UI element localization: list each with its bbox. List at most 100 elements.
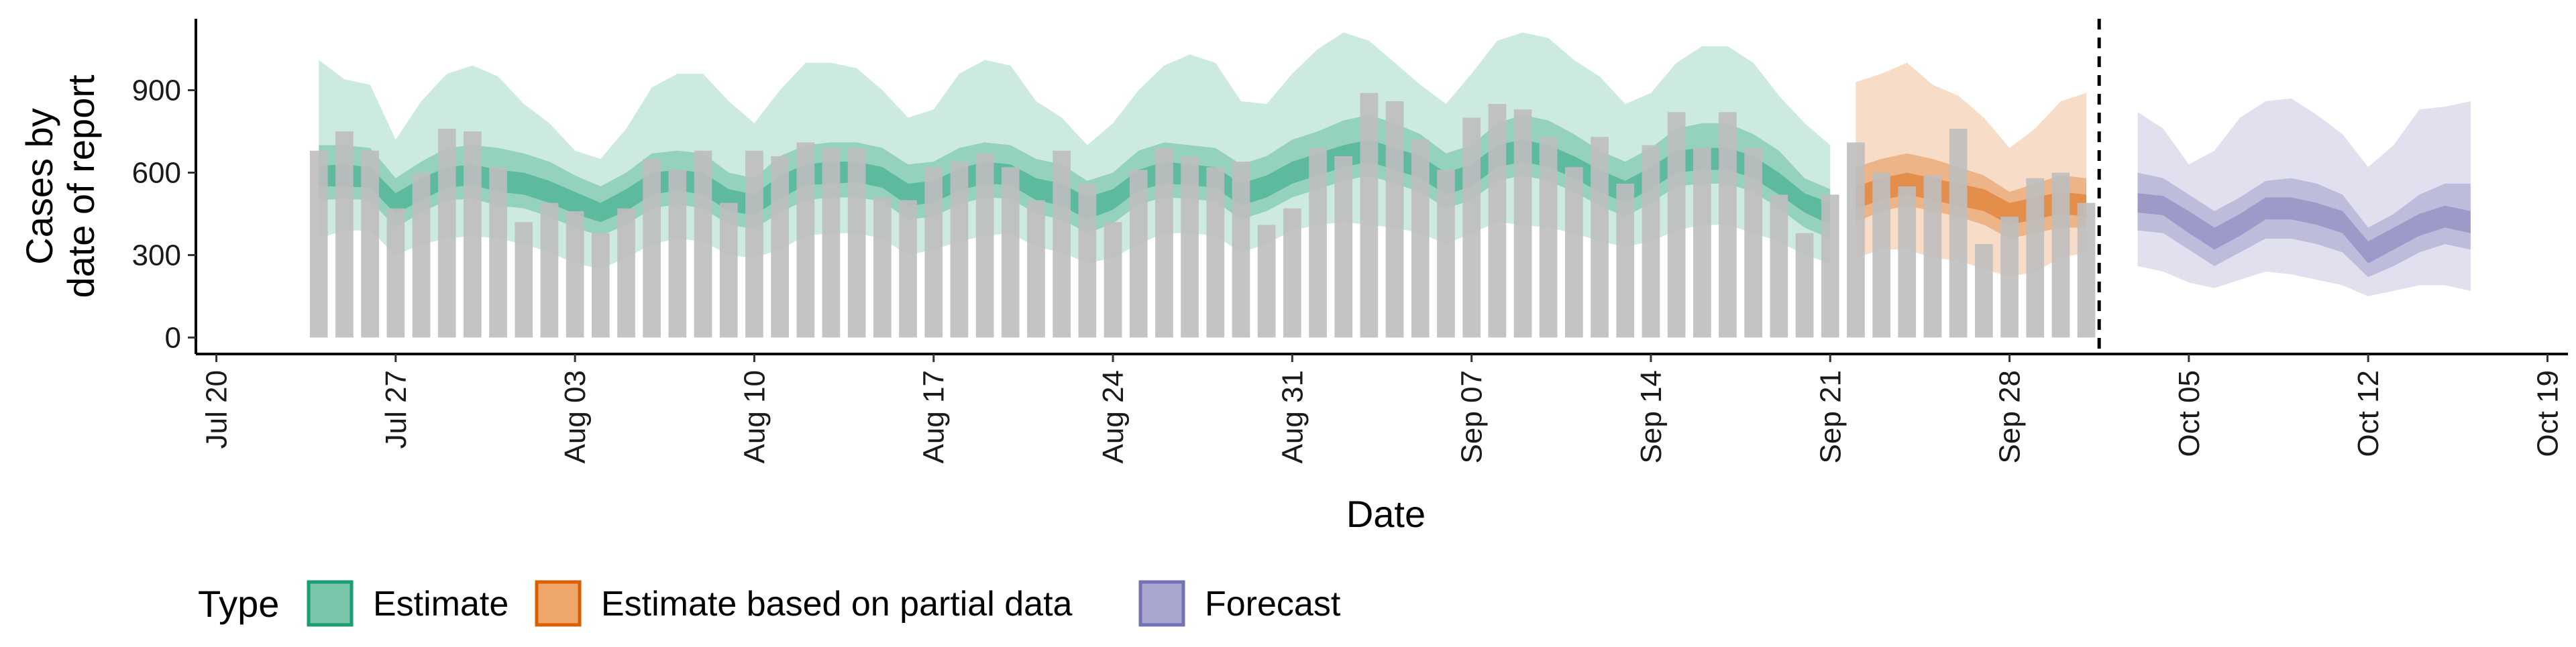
case-bar [1462, 117, 1481, 338]
legend-item-estimate-based-on-partial-data: Estimate based on partial data [535, 580, 1073, 627]
case-bar [1283, 208, 1301, 338]
case-bar [1539, 137, 1558, 338]
case-bar [975, 153, 994, 338]
legend: Type Estimate Estimate based on partial d… [198, 580, 1341, 627]
case-bar [1027, 200, 1045, 338]
case-bar [515, 222, 533, 338]
x-tick-label: Oct 19 [2532, 370, 2565, 457]
x-tick-label: Aug 17 [918, 370, 951, 463]
case-bar [1334, 156, 1353, 338]
case-bar [2000, 217, 2019, 338]
x-tick-label: Aug 03 [559, 370, 592, 463]
y-tick-label: 300 [132, 239, 181, 272]
case-bar [694, 150, 712, 338]
x-tick-label: Jul 20 [201, 370, 233, 449]
case-bar [1847, 142, 1865, 338]
axes [188, 19, 2568, 362]
case-bar [950, 162, 969, 338]
case-bar [924, 167, 943, 338]
case-bar [592, 233, 610, 338]
case-bar [1744, 148, 1762, 338]
bar-layer [309, 93, 2096, 338]
x-tick-label: Aug 10 [738, 370, 771, 463]
case-bar [1001, 167, 1020, 338]
y-tick-label: 900 [132, 74, 181, 107]
case-bar [1053, 150, 1071, 338]
case-bar [2051, 172, 2070, 338]
legend-key-forecast [1138, 580, 1185, 627]
case-bar [464, 131, 482, 338]
case-bar [1232, 162, 1250, 338]
y-axis-title-text: Cases bydate of report [18, 74, 102, 298]
x-tick-label: Aug 24 [1097, 370, 1130, 463]
case-bar [1129, 170, 1148, 338]
legend-key-estimate-based-on-partial-data [535, 580, 582, 627]
case-bar [1872, 172, 1890, 338]
x-tick-label: Oct 12 [2352, 370, 2385, 457]
case-bar [1385, 101, 1404, 338]
case-bar [1488, 104, 1507, 338]
case-bar [719, 202, 738, 338]
x-tick-label: Oct 05 [2173, 370, 2206, 457]
case-bar [386, 208, 405, 338]
legend-item-estimate: Estimate [307, 580, 508, 627]
case-bar [309, 150, 328, 338]
case-bar [1667, 112, 1686, 338]
case-bar [335, 131, 354, 338]
case-bar [1975, 244, 1993, 338]
case-bar [1104, 222, 1122, 338]
case-bar [643, 159, 661, 338]
case-bar [566, 211, 584, 338]
y-tick-label: 0 [165, 321, 181, 354]
case-bar [1898, 186, 1917, 338]
case-bar [489, 167, 507, 338]
case-bar [1616, 183, 1635, 338]
case-bar [899, 200, 917, 338]
case-bar [1155, 148, 1173, 338]
case-bar [796, 142, 815, 338]
forecast-ribbon-mid [2137, 172, 2471, 278]
case-bar [361, 150, 379, 338]
y-tick-labels: 0 300 600 900 [132, 74, 181, 355]
case-bar [1770, 194, 1788, 338]
case-bar [1693, 148, 1711, 338]
y-axis-title-line: date of report [60, 74, 102, 298]
case-bar [1309, 148, 1327, 338]
case-bar [1257, 225, 1276, 338]
case-bar [1411, 139, 1430, 338]
legend-items: Estimate Estimate based on partial data Fo… [307, 580, 1341, 627]
case-bar [617, 208, 635, 338]
x-tick-label: Sep 21 [1814, 370, 1847, 463]
case-bar [1591, 137, 1609, 338]
case-bar [1642, 145, 1660, 338]
case-bar [771, 156, 789, 338]
case-bar [1923, 175, 1942, 338]
case-bar [1437, 170, 1455, 338]
case-bar [1949, 128, 1968, 338]
case-bar [1181, 156, 1199, 338]
estimate-ribbon-inner [319, 139, 1831, 225]
legend-label: Forecast [1205, 585, 1341, 624]
y-axis-title-line: Cases by [18, 108, 60, 264]
legend-title: Type [198, 583, 279, 625]
case-bar [1821, 194, 1839, 338]
x-axis-title: Date [1346, 493, 1426, 535]
case-bar [847, 148, 866, 338]
x-tick-labels: Jul 20 Jul 27 Aug 03 Aug 10 Aug 17 Aug 24 Aug … [201, 370, 2565, 463]
legend-label: Estimate based on partial data [601, 585, 1073, 624]
forecast-ribbon-inner [2137, 193, 2471, 263]
y-tick-label: 600 [132, 157, 181, 190]
x-tick-label: Aug 31 [1276, 370, 1309, 463]
case-bar [745, 150, 763, 338]
case-bar [1206, 167, 1225, 338]
case-bar [412, 172, 431, 338]
case-bar [1719, 112, 1737, 338]
x-tick-label: Sep 14 [1635, 370, 1668, 463]
forecast-ribbon-outer [2137, 98, 2471, 296]
legend-key-estimate [307, 580, 354, 627]
estimate-ribbon-mid [319, 115, 1831, 239]
x-tick-label: Jul 27 [380, 370, 413, 449]
case-bar [437, 128, 456, 338]
